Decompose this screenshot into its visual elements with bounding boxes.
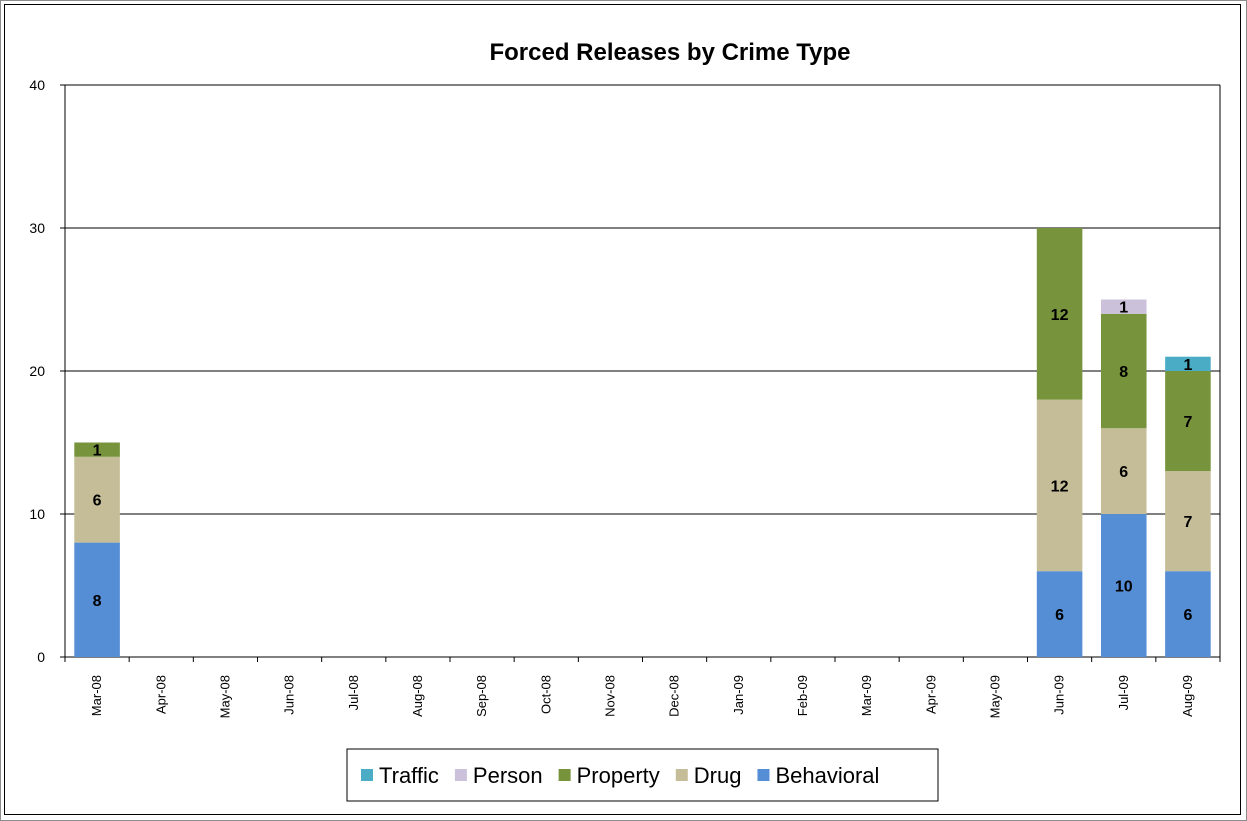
bar-segment — [1165, 571, 1211, 657]
x-tick-label: Jan-09 — [731, 675, 746, 715]
data-label: 12 — [1051, 307, 1069, 324]
bar-segment — [74, 456, 120, 543]
x-tick-label: Apr-08 — [153, 675, 168, 714]
x-tick-label: Dec-08 — [667, 675, 682, 717]
legend-swatch — [454, 769, 467, 781]
bar-segment — [74, 542, 120, 657]
bar-segment — [1165, 371, 1211, 472]
data-label: 6 — [1183, 607, 1192, 624]
data-label: 1 — [93, 443, 102, 460]
x-tick-label: Aug-08 — [410, 675, 425, 717]
y-tick-label: 30 — [29, 220, 45, 236]
bar-segment — [1100, 428, 1147, 514]
data-label: 8 — [93, 593, 102, 610]
data-label: 7 — [1183, 514, 1192, 531]
x-tick-label: Feb-09 — [795, 675, 810, 716]
bar-segment — [1165, 356, 1211, 371]
data-labels: 8 6 1 6 12 12 10 6 8 1 6 7 7 1 — [93, 300, 1193, 624]
legend-label: Traffic — [379, 763, 439, 788]
data-label: 7 — [1183, 414, 1192, 431]
y-tick-label: 10 — [29, 506, 45, 522]
y-tick-label: 20 — [29, 363, 45, 379]
x-tick-label: Nov-08 — [602, 675, 617, 717]
y-tick-label: 40 — [29, 77, 45, 93]
x-axis: Mar-08 Apr-08 May-08 Jun-08 Jul-08 Aug-08 Sep-… — [64, 656, 1221, 718]
bar-segment — [1036, 228, 1083, 400]
x-tick-label: Aug-09 — [1180, 675, 1195, 717]
data-label: 6 — [1119, 464, 1128, 481]
legend-label: Person — [473, 763, 543, 788]
x-tick-label: Jun-09 — [1052, 675, 1067, 715]
bar-segment — [1165, 471, 1211, 572]
x-tick-label: Apr-09 — [923, 675, 938, 714]
x-tick-label: Jul-08 — [346, 675, 361, 710]
data-label: 12 — [1051, 478, 1069, 495]
data-label: 1 — [1119, 300, 1128, 317]
data-label: 6 — [1055, 607, 1064, 624]
data-label: 10 — [1115, 579, 1133, 596]
gridlines — [65, 84, 1221, 657]
legend-label: Behavioral — [775, 763, 879, 788]
bar-segment — [1100, 313, 1147, 429]
legend-box — [346, 748, 939, 802]
x-tick-label: Jun-08 — [282, 675, 297, 715]
chart-title: Forced Releases by Crime Type — [489, 39, 850, 66]
legend: Traffic Person Property Drug Behavioral — [346, 748, 939, 802]
x-tick-label: Jul-09 — [1116, 675, 1131, 710]
bar-segment — [1100, 299, 1147, 314]
legend-label: Drug — [694, 763, 742, 788]
bar-segment — [74, 442, 120, 457]
bar-segment — [1100, 514, 1147, 657]
chart-area — [4, 4, 1241, 815]
y-tick-label: 0 — [37, 649, 45, 665]
x-tick-label: May-09 — [987, 675, 1002, 718]
x-tick-label: Mar-09 — [859, 675, 874, 716]
bar-segment — [1036, 571, 1083, 657]
y-axis: 0 10 20 30 40 — [29, 77, 66, 665]
x-tick-label: Oct-08 — [538, 675, 553, 714]
x-tick-label: May-08 — [217, 675, 232, 718]
data-label: 8 — [1119, 364, 1128, 381]
x-tick-label: Sep-08 — [474, 675, 489, 717]
data-label: 1 — [1183, 357, 1192, 374]
legend-swatch — [361, 769, 373, 781]
legend-swatch — [757, 769, 770, 781]
x-tick-label: Mar-08 — [89, 675, 104, 716]
data-label: 6 — [93, 493, 102, 510]
legend-swatch — [558, 769, 571, 781]
legend-label: Property — [577, 763, 660, 788]
bars — [74, 228, 1211, 657]
bar-segment — [1036, 399, 1083, 572]
legend-swatch — [675, 769, 688, 781]
